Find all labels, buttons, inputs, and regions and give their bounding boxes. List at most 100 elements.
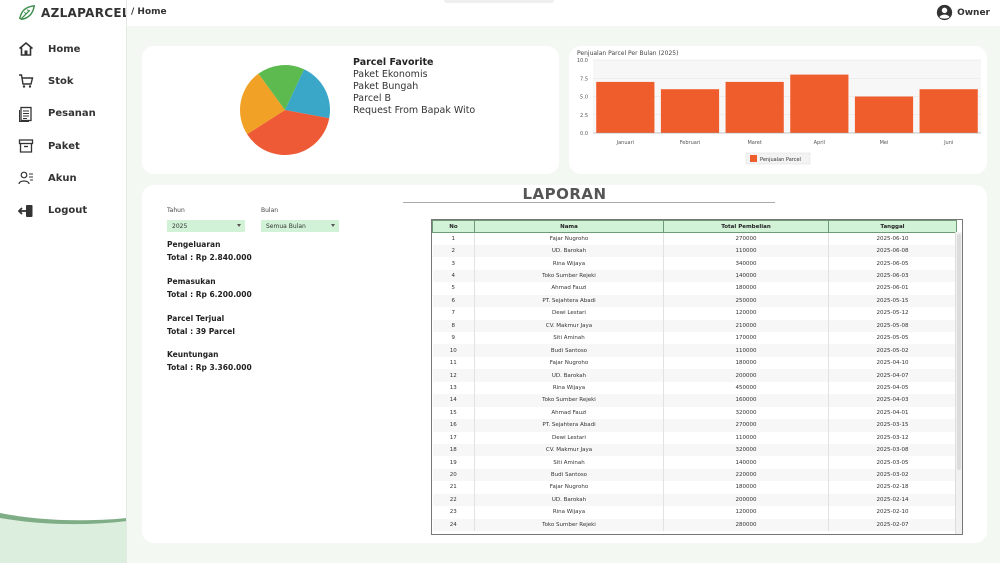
- table-row[interactable]: 24 Toko Sumber Rejeki 280000 2025-02-07: [432, 518, 957, 531]
- chart-title: Penjualan Parcel Per Bulan (2025): [577, 50, 679, 57]
- table-cell: Rina Wijaya: [474, 381, 664, 395]
- table-row[interactable]: 14 Toko Sumber Rejeki 160000 2025-04-03: [432, 394, 957, 407]
- table-cell: Toko Sumber Rejeki: [474, 394, 664, 407]
- table-cell: 19: [432, 456, 475, 469]
- table-cell: Ahmad Fauzi: [474, 282, 664, 295]
- report-card: LAPORAN Tahun 2025 Bulan Semua Bulan Pen…: [142, 185, 987, 543]
- report-table-container[interactable]: No Nama Total Pembelian Tanggal 1 Fajar N…: [431, 219, 963, 535]
- sales-chart-card: Penjualan Parcel Per Bulan (2025) 0.0 2.5…: [569, 46, 987, 174]
- sidebar-nav: Home Stok Pesanan Paket Akun: [0, 33, 126, 227]
- table-cell: 23: [432, 506, 475, 519]
- table-cell: 20: [432, 468, 475, 482]
- column-header[interactable]: Tanggal: [828, 220, 957, 233]
- table-cell: 14: [432, 394, 475, 407]
- table-cell: 280000: [663, 518, 829, 531]
- leaf-logo-icon: [18, 4, 36, 21]
- table-row[interactable]: 20 Budi Santoso 220000 2025-03-02: [432, 468, 957, 482]
- table-cell: 320000: [663, 443, 829, 457]
- sales-bar-chart: 0.0 2.5 5.0 7.5 10.0 Januari Februari Maret Apri…: [577, 58, 981, 165]
- logout-icon: [17, 202, 34, 219]
- x-tick-label: Februari: [680, 140, 701, 146]
- table-row[interactable]: 8 CV. Makmur Jaya 210000 2025-05-08: [432, 319, 957, 332]
- table-cell: 13: [432, 381, 475, 395]
- table-row[interactable]: 17 Dewi Lestari 110000 2025-03-12: [432, 431, 957, 444]
- stat-value: Total : 39 Parcel: [167, 327, 235, 336]
- table-cell: 2025-05-05: [828, 332, 957, 345]
- sidebar-item-paket[interactable]: Paket: [0, 130, 126, 162]
- table-row[interactable]: 22 UD. Barokah 200000 2025-02-14: [432, 493, 957, 507]
- table-row[interactable]: 16 PT. Sejahtera Abadi 270000 2025-03-15: [432, 419, 957, 432]
- column-header[interactable]: Total Pembelian: [663, 220, 829, 233]
- table-row[interactable]: 13 Rina Wijaya 450000 2025-04-05: [432, 381, 957, 395]
- table-cell: 11: [432, 356, 475, 370]
- table-cell: 3: [432, 257, 475, 270]
- box-icon: [17, 138, 34, 155]
- sidebar-item-stok[interactable]: Stok: [0, 65, 126, 97]
- table-cell: 2025-03-12: [828, 431, 957, 444]
- table-cell: 110000: [663, 344, 829, 357]
- table-cell: 2025-04-10: [828, 356, 957, 370]
- table-row[interactable]: 19 Siti Aminah 140000 2025-03-05: [432, 456, 957, 469]
- table-cell: PT. Sejahtera Abadi: [474, 419, 664, 432]
- breadcrumb[interactable]: / Home: [131, 7, 167, 17]
- x-tick-label: Mei: [880, 140, 889, 146]
- year-select[interactable]: 2025: [167, 220, 245, 232]
- table-cell: Fajar Nugroho: [474, 232, 664, 245]
- sidebar-item-label: Pesanan: [48, 108, 96, 120]
- table-cell: 2025-03-05: [828, 456, 957, 469]
- table-cell: 2025-04-05: [828, 381, 957, 395]
- table-cell: 220000: [663, 468, 829, 482]
- bar: [725, 81, 784, 133]
- user-name: Owner: [957, 7, 990, 18]
- table-scrollbar[interactable]: [955, 232, 962, 534]
- stat-label: Pengeluaran: [167, 240, 221, 249]
- y-tick-label: 7.5: [580, 76, 588, 82]
- table-cell: Dewi Lestari: [474, 307, 664, 320]
- table-row[interactable]: 4 Toko Sumber Rejeki 140000 2025-06-03: [432, 269, 957, 283]
- table-cell: 140000: [663, 269, 829, 283]
- table-row[interactable]: 21 Fajar Nugroho 180000 2025-02-18: [432, 481, 957, 494]
- sidebar-item-label: Stok: [48, 75, 74, 87]
- table-cell: 170000: [663, 332, 829, 345]
- sidebar-item-pesanan[interactable]: Pesanan: [0, 98, 126, 130]
- table-row[interactable]: 9 Siti Aminah 170000 2025-05-05: [432, 332, 957, 345]
- table-row[interactable]: 23 Rina Wijaya 120000 2025-02-10: [432, 506, 957, 519]
- table-row[interactable]: 18 CV. Makmur Jaya 320000 2025-03-08: [432, 443, 957, 457]
- table-row[interactable]: 10 Budi Santoso 110000 2025-05-02: [432, 344, 957, 357]
- table-cell: UD. Barokah: [474, 244, 664, 258]
- table-row[interactable]: 11 Fajar Nugroho 180000 2025-04-10: [432, 356, 957, 370]
- sidebar-wave-decoration: [0, 513, 126, 563]
- table-cell: 180000: [663, 356, 829, 370]
- report-table: No Nama Total Pembelian Tanggal 1 Fajar N…: [432, 220, 957, 531]
- sidebar-item-logout[interactable]: Logout: [0, 194, 126, 226]
- sidebar-item-home[interactable]: Home: [0, 33, 126, 65]
- month-select[interactable]: Semua Bulan: [261, 220, 339, 232]
- stat-value: Total : Rp 3.360.000: [167, 363, 252, 372]
- table-row[interactable]: 5 Ahmad Fauzi 180000 2025-06-01: [432, 282, 957, 295]
- sidebar-item-label: Akun: [48, 172, 77, 184]
- legend-label: Penjualan Parcel: [760, 157, 801, 163]
- column-header[interactable]: Nama: [474, 220, 664, 233]
- user-menu[interactable]: Owner: [936, 4, 990, 21]
- table-row[interactable]: 12 UD. Barokah 200000 2025-04-07: [432, 369, 957, 382]
- stat-label: Parcel Terjual: [167, 314, 225, 323]
- table-scroll-thumb[interactable]: [957, 234, 961, 470]
- table-cell: 7: [432, 307, 475, 320]
- table-cell: 2: [432, 244, 475, 258]
- stat-keuntungan: Keuntungan Total : Rp 3.360.000: [167, 350, 252, 372]
- table-row[interactable]: 7 Dewi Lestari 120000 2025-05-12: [432, 307, 957, 320]
- bar: [790, 74, 849, 133]
- table-row[interactable]: 2 UD. Barokah 110000 2025-06-08: [432, 244, 957, 258]
- favorite-item: Paket Bungah: [353, 81, 419, 92]
- bar: [919, 89, 978, 133]
- table-cell: 120000: [663, 506, 829, 519]
- app-name: AZLAPARCEL: [41, 6, 127, 20]
- table-cell: 320000: [663, 406, 829, 420]
- table-cell: 250000: [663, 294, 829, 308]
- table-row[interactable]: 15 Ahmad Fauzi 320000 2025-04-01: [432, 406, 957, 420]
- table-row[interactable]: 1 Fajar Nugroho 270000 2025-06-10: [432, 232, 957, 245]
- column-header[interactable]: No: [432, 220, 475, 233]
- table-row[interactable]: 3 Rina Wijaya 340000 2025-06-05: [432, 257, 957, 270]
- table-row[interactable]: 6 PT. Sejahtera Abadi 250000 2025-05-15: [432, 294, 957, 308]
- sidebar-item-akun[interactable]: Akun: [0, 162, 126, 194]
